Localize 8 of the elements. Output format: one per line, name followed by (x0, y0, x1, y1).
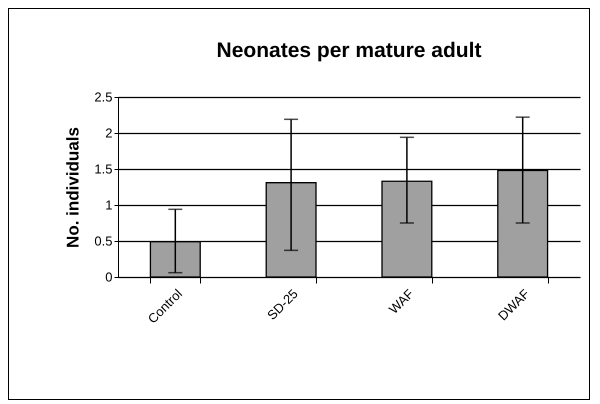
y-tick-label: 0.5 (94, 234, 112, 248)
y-tick-label: 1 (105, 198, 112, 212)
y-tick-label: 2 (105, 126, 112, 140)
y-axis-title: No. individuals (63, 127, 82, 248)
chart-title: Neonates per mature adult (216, 39, 482, 62)
y-tick-label: 2.5 (94, 90, 112, 104)
y-tick-label: 1.5 (94, 162, 112, 176)
y-tick-label: 0 (105, 270, 112, 284)
